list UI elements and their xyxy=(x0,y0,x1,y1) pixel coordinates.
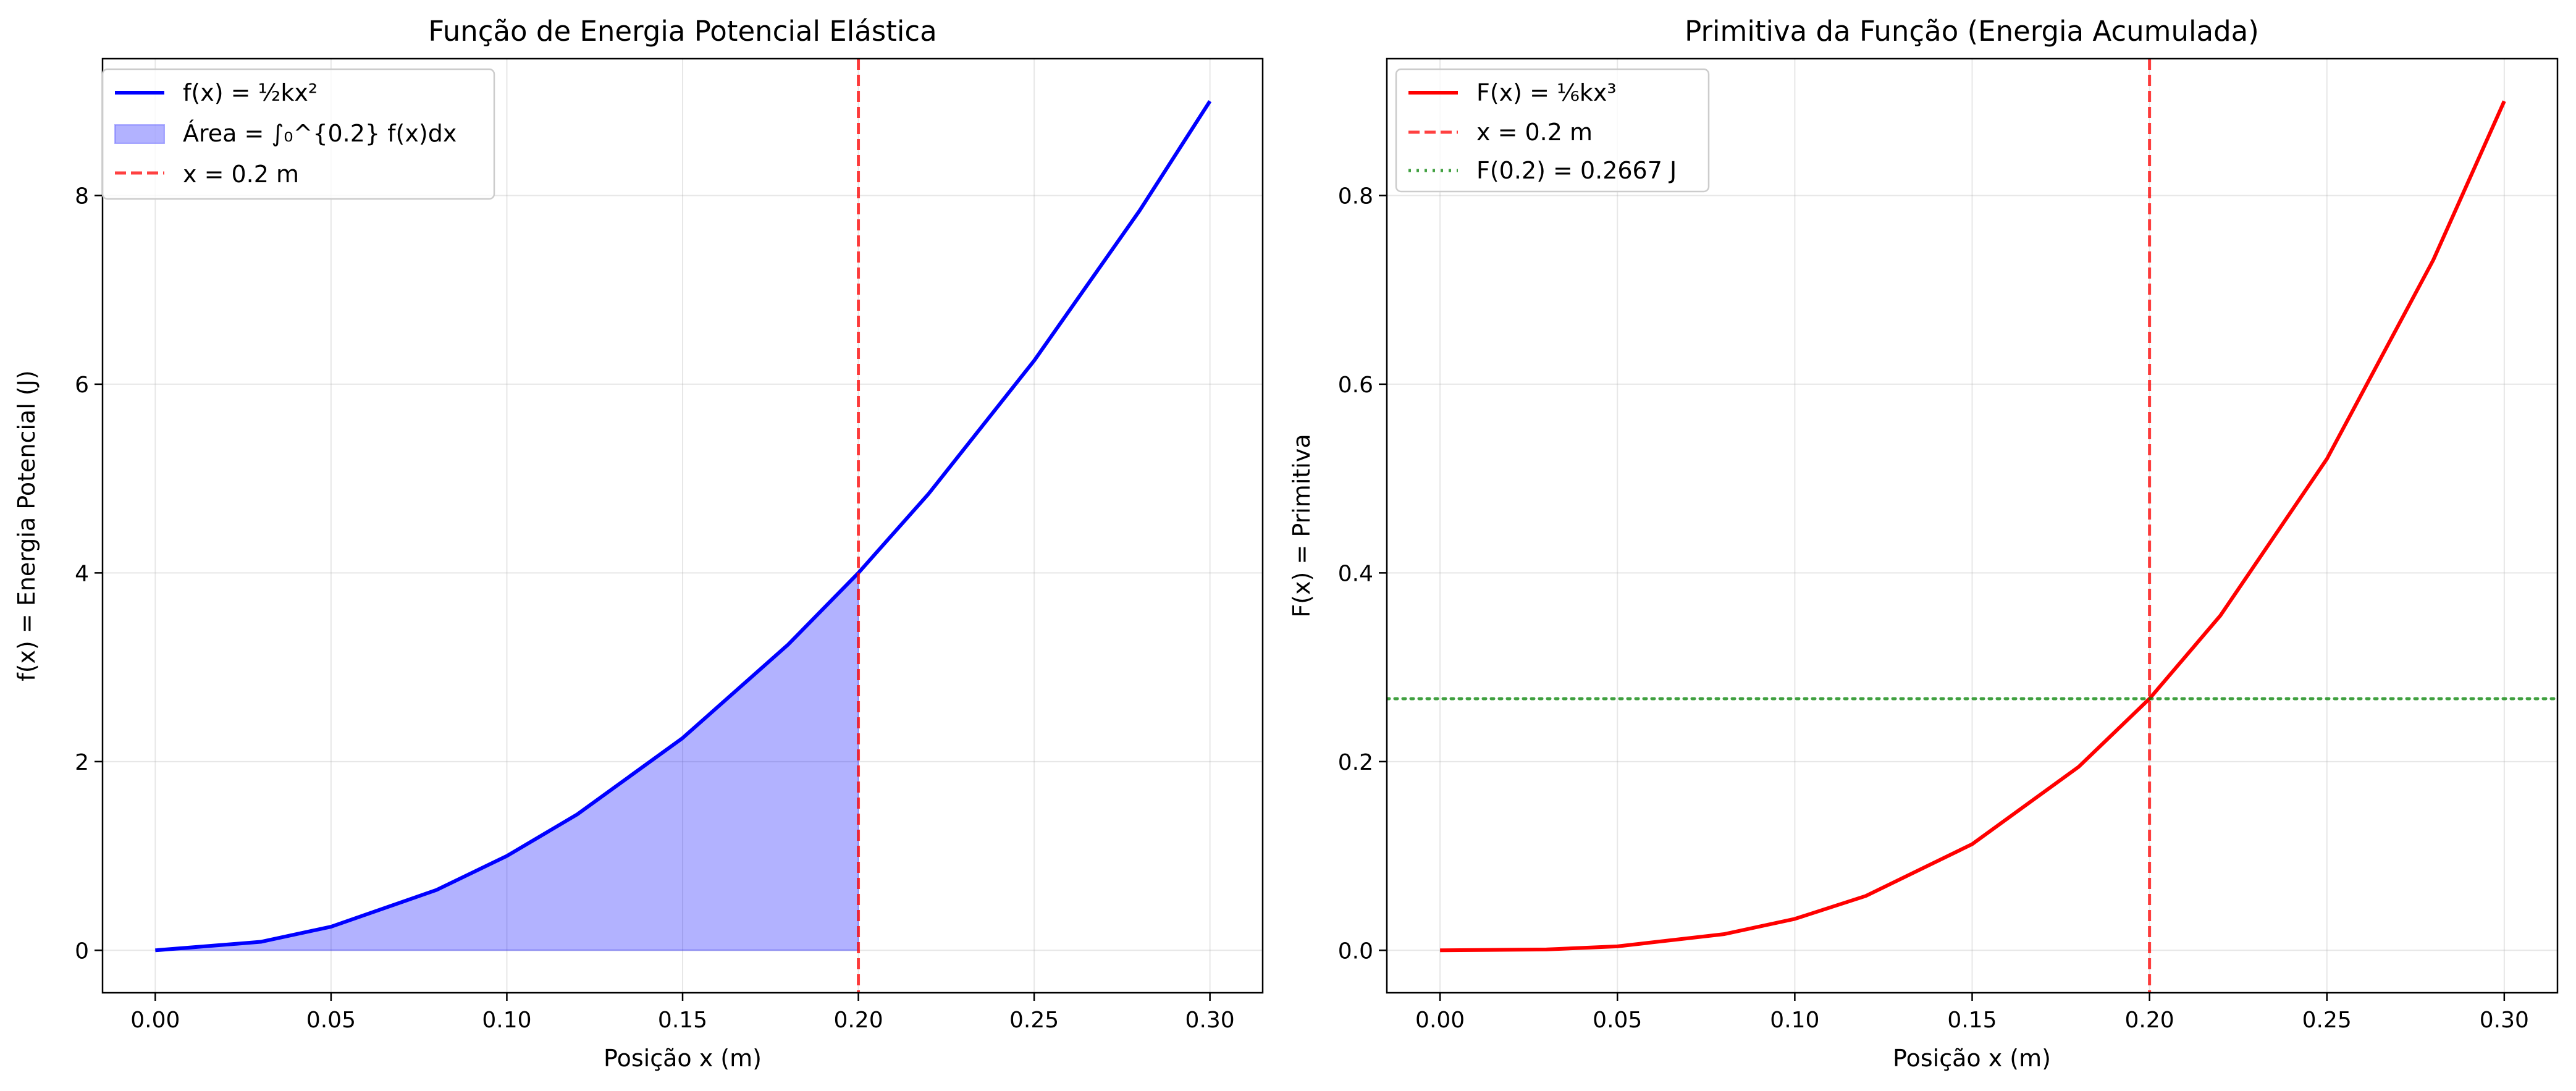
x-tick-label: 0.25 xyxy=(1009,1008,1059,1033)
legend-swatch-area xyxy=(114,124,165,144)
series-line xyxy=(1440,100,2506,953)
x-axis-label: Posição x (m) xyxy=(1893,1045,2051,1072)
grid xyxy=(1387,59,2557,993)
x-tick-label: 0.05 xyxy=(1593,1008,1642,1033)
x-tick-label: 0.25 xyxy=(2302,1008,2352,1033)
y-tick-label: 0.2 xyxy=(1338,750,1373,775)
y-tick-label: 2 xyxy=(75,750,89,775)
y-tick-label: 0.8 xyxy=(1338,183,1373,209)
ticks: 0.00 0.05 0.10 0.15 0.20 0.25 0.30 0.0 0.2 0.4 0.6… xyxy=(1338,183,2529,1033)
y-tick-label: 0.4 xyxy=(1338,561,1373,586)
plot-area xyxy=(1387,59,2557,993)
series-line xyxy=(155,100,1212,953)
y-axis-label: F(x) = Primitiva xyxy=(1288,434,1315,617)
x-tick-label: 0.05 xyxy=(306,1008,356,1033)
x-tick-label: 0.30 xyxy=(2480,1008,2529,1033)
legend-label-vline: x = 0.2 m xyxy=(1476,119,1593,146)
legend-box xyxy=(1395,68,1710,193)
x-tick-label: 0.00 xyxy=(1415,1008,1465,1033)
x-tick-label: 0.10 xyxy=(1770,1008,1819,1033)
y-tick-label: 6 xyxy=(75,373,89,398)
x-tick-label: 0.20 xyxy=(833,1008,883,1033)
y-tick-label: 0.6 xyxy=(1338,373,1373,398)
y-tick-label: 8 xyxy=(75,183,89,209)
ticks: 0.00 0.05 0.10 0.15 0.20 0.25 0.30 0 2 4 6 8 xyxy=(75,183,1235,1033)
x-tick-label: 0.30 xyxy=(1185,1008,1235,1033)
legend-label-curve: f(x) = ½kx² xyxy=(183,79,318,106)
legend-label-area: Área = ∫₀^{0.2} f(x)dx xyxy=(183,120,457,147)
x-tick-label: 0.10 xyxy=(482,1008,531,1033)
legend-box xyxy=(101,68,495,200)
y-tick-label: 0 xyxy=(75,938,89,964)
chart-title: Função de Energia Potencial Elástica xyxy=(428,15,937,48)
legend-label-hline: F(0.2) = 0.2667 J xyxy=(1476,157,1677,184)
legend: f(x) = ½kx² Área = ∫₀^{0.2} f(x)dx x = 0… xyxy=(101,68,495,200)
x-axis-label: Posição x (m) xyxy=(604,1045,762,1072)
chart-primitiva: 0.00 0.05 0.10 0.15 0.20 0.25 0.30 0.0 0.2 0.4 0.6… xyxy=(1288,15,2559,1072)
x-tick-label: 0.15 xyxy=(658,1008,707,1033)
x-tick-label: 0.15 xyxy=(1947,1008,1997,1033)
x-tick-label: 0.20 xyxy=(2125,1008,2174,1033)
legend: F(x) = ⅙kx³ x = 0.2 m F(0.2) = 0.2667 J xyxy=(1395,68,1710,193)
legend-label-curve: F(x) = ⅙kx³ xyxy=(1476,79,1617,106)
chart-title: Primitiva da Função (Energia Acumulada) xyxy=(1685,15,2259,48)
grid xyxy=(103,59,1263,993)
legend-label-vline: x = 0.2 m xyxy=(183,161,299,188)
y-axis-label: f(x) = Energia Potencial (J) xyxy=(13,370,40,681)
plot-area xyxy=(155,59,1212,993)
chart-energia-potencial: 0.00 0.05 0.10 0.15 0.20 0.25 0.30 0 2 4 6 8 Função… xyxy=(13,15,1264,1072)
y-tick-label: 0.0 xyxy=(1338,938,1373,964)
x-tick-label: 0.00 xyxy=(130,1008,180,1033)
y-tick-label: 4 xyxy=(75,561,89,586)
